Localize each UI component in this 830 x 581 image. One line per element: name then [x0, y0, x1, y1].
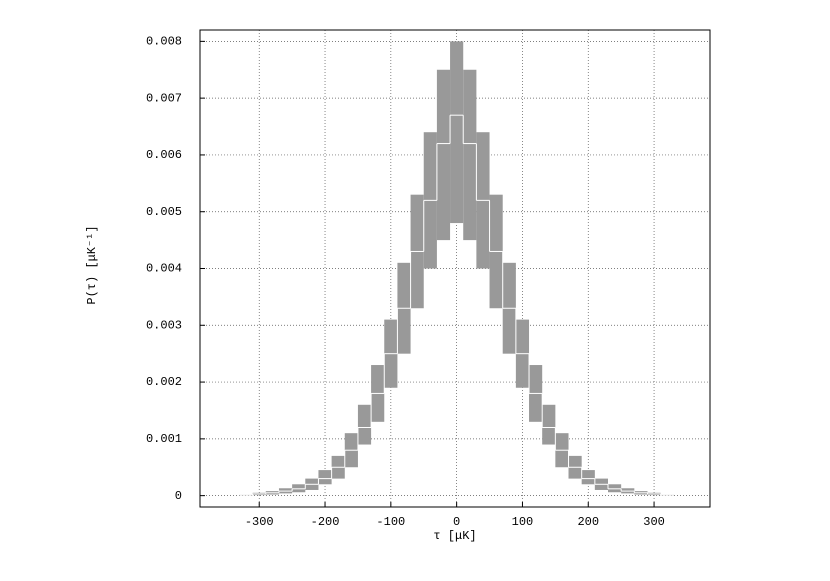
band-bar: [318, 470, 332, 485]
x-tick-label: -300: [245, 515, 274, 529]
y-tick-label: 0.005: [146, 205, 182, 219]
x-axis-label: τ [μK]: [433, 529, 476, 543]
plot-frame: [199, 29, 711, 508]
y-tick-label: 0.002: [146, 375, 182, 389]
x-tick-label: -100: [376, 515, 405, 529]
band-bar: [581, 470, 595, 485]
band-bar: [542, 404, 556, 445]
y-tick-label: 0.008: [146, 35, 182, 49]
y-tick-label: 0.003: [146, 318, 182, 332]
band-bar: [357, 404, 372, 445]
y-tick-label: 0.006: [146, 148, 182, 162]
band-bar: [450, 41, 464, 224]
x-tick-label: 0: [453, 515, 460, 529]
x-tick-label: 300: [643, 515, 665, 529]
band-bar: [436, 69, 451, 241]
x-tick-label: -200: [311, 515, 340, 529]
band-bar: [608, 484, 622, 493]
y-tick-label: 0.001: [146, 432, 182, 446]
band-bar: [292, 484, 306, 493]
band-bar: [463, 69, 477, 241]
y-tick-label: 0: [175, 489, 182, 503]
y-tick-label: 0.004: [146, 262, 182, 276]
x-tick-label: 200: [577, 515, 599, 529]
y-tick-label: 0.007: [146, 91, 182, 105]
y-axis-label: P(τ) [μK⁻¹]: [85, 225, 99, 304]
x-tick-label: 100: [512, 515, 534, 529]
